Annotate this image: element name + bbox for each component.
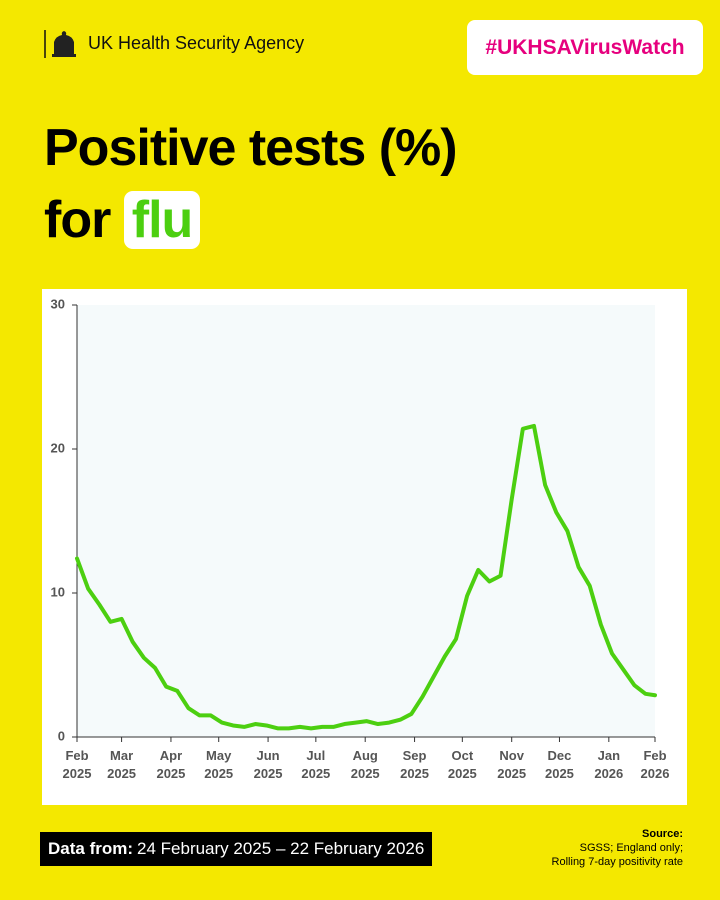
plot-area [77, 305, 655, 737]
chart-panel: 0 10 20 30 Feb 2025 Mar 2025 Apr 2025 May 2025… [42, 289, 687, 805]
headline-line: for flu [44, 184, 457, 256]
y-tick-label: 10 [51, 584, 65, 599]
data-line [75, 423, 657, 731]
headline-word: for [44, 191, 111, 249]
source-line: Rolling 7-day positivity rate [551, 856, 683, 868]
x-tick-label: Aug 2025 [350, 748, 380, 781]
x-tick-label: Dec 2025 [544, 748, 574, 781]
x-tick-label: Oct 2025 [447, 748, 477, 781]
y-tick-label: 0 [58, 728, 65, 743]
x-tick-label: Jun 2025 [253, 748, 283, 781]
headline-line: Positive tests (%) [44, 119, 458, 177]
x-tick-label: Feb 2025 [62, 748, 92, 781]
data-range: Data from: 24 February 2025 – 22 February… [40, 832, 433, 866]
logo [44, 30, 76, 58]
source-label: Source: [642, 828, 683, 840]
source-line: SGSS; England only; [579, 842, 683, 854]
x-tick-label: Jan 2026 [594, 748, 624, 781]
x-tick-label: Jul 2025 [301, 748, 331, 781]
agency-name: UK Health Security Agency [88, 33, 305, 53]
headline: Positive tests (%) for flu [44, 112, 458, 256]
data-range-value: 24 February 2025 – 22 February 2026 [137, 839, 425, 858]
x-tick-label: Mar 2025 [107, 748, 137, 781]
x-tick-label: Sep 2025 [400, 748, 430, 781]
x-tick-label: Apr 2025 [156, 748, 186, 781]
crest [54, 31, 74, 54]
crest-base [52, 54, 76, 57]
y-tick-label: 20 [51, 440, 65, 455]
headline-highlight: flu [123, 191, 201, 249]
data-range-label: Data from: [48, 839, 134, 858]
chart: 0 10 20 30 [51, 296, 657, 743]
x-tick-label: Nov 2025 [497, 748, 527, 781]
x-tick-label: May 2025 [204, 748, 234, 781]
source: Source: SGSS; England only; Rolling 7-da… [552, 827, 683, 869]
x-tick-label: Feb 2026 [640, 748, 670, 781]
hashtag: #UKHSAVirusWatch [467, 20, 703, 75]
y-tick-label: 30 [51, 296, 65, 311]
